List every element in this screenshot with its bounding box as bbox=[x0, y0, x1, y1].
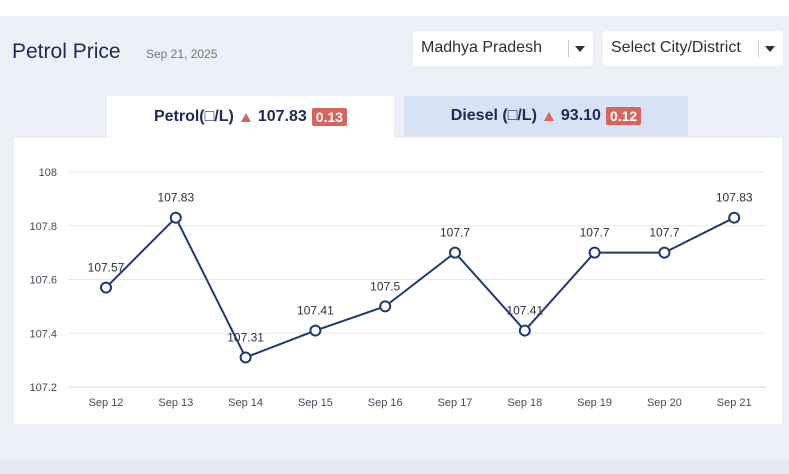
data-label: 107.7 bbox=[649, 226, 679, 240]
tab-diesel-change-badge: 0.12 bbox=[605, 107, 642, 125]
y-tick-label: 108 bbox=[39, 167, 57, 179]
data-point bbox=[728, 211, 741, 224]
state-select-value: Madhya Pradesh bbox=[421, 39, 542, 56]
data-label: 107.7 bbox=[580, 226, 610, 240]
data-point bbox=[658, 246, 671, 259]
x-tick-label: Sep 17 bbox=[438, 397, 473, 409]
y-tick-label: 107.8 bbox=[29, 221, 57, 233]
data-point bbox=[588, 246, 601, 259]
data-point bbox=[239, 351, 252, 364]
data-label: 107.41 bbox=[506, 304, 543, 318]
next-card-edge bbox=[0, 460, 789, 474]
y-tick-label: 107.2 bbox=[29, 382, 57, 394]
x-tick-label: Sep 14 bbox=[228, 397, 263, 409]
price-up-icon bbox=[543, 111, 554, 121]
select-divider bbox=[758, 40, 759, 57]
x-tick-label: Sep 20 bbox=[647, 397, 682, 409]
x-tick-label: Sep 18 bbox=[507, 397, 542, 409]
data-label: 107.83 bbox=[716, 191, 753, 205]
x-tick-label: Sep 12 bbox=[89, 397, 124, 409]
tab-petrol-label: Petrol(□/L) bbox=[153, 108, 234, 125]
chart-panel: 107.2 107.4 107.6 107.8 108 Sep 12 Sep 13 Sep 1… bbox=[14, 138, 782, 424]
data-point bbox=[100, 281, 112, 294]
tab-petrol-price: 107.83 bbox=[257, 108, 307, 125]
state-select[interactable]: Madhya Pradesh bbox=[413, 31, 593, 66]
data-label: 107.31 bbox=[227, 330, 264, 344]
data-label: 107.5 bbox=[370, 279, 400, 293]
price-up-icon bbox=[240, 112, 251, 122]
data-label: 107.41 bbox=[297, 304, 334, 318]
y-tick-label: 107.4 bbox=[29, 328, 57, 340]
data-label: 107.57 bbox=[88, 261, 125, 275]
chevron-down-icon bbox=[575, 46, 585, 52]
tab-petrol[interactable]: Petrol(□/L) 107.83 0.13 bbox=[107, 96, 394, 138]
tab-diesel[interactable]: Diesel (□/L) 93.10 0.12 bbox=[404, 96, 688, 136]
tab-petrol-change-badge: 0.13 bbox=[311, 108, 348, 126]
chevron-down-icon bbox=[765, 46, 775, 52]
select-divider bbox=[568, 40, 569, 57]
price-line-chart: 107.2 107.4 107.6 107.8 108 Sep 12 Sep 13 Sep 1… bbox=[29, 167, 766, 409]
data-point bbox=[379, 300, 392, 313]
top-strip bbox=[0, 0, 789, 16]
data-point bbox=[169, 211, 182, 224]
tab-diesel-label: Diesel (□/L) bbox=[450, 107, 537, 124]
data-point bbox=[518, 324, 531, 337]
page-title: Petrol Price bbox=[12, 40, 121, 63]
x-tick-label: Sep 21 bbox=[717, 397, 752, 409]
y-tick-label: 107.6 bbox=[29, 275, 57, 287]
x-tick-label: Sep 15 bbox=[298, 397, 333, 409]
price-date: Sep 21, 2025 bbox=[146, 47, 218, 61]
data-label: 107.7 bbox=[440, 226, 470, 240]
data-label: 107.83 bbox=[157, 191, 194, 205]
series-line bbox=[105, 216, 735, 359]
x-tick-label: Sep 13 bbox=[158, 397, 193, 409]
city-select[interactable]: Select City/District bbox=[603, 31, 783, 66]
x-tick-label: Sep 16 bbox=[368, 397, 403, 409]
data-point bbox=[449, 246, 461, 259]
x-tick-label: Sep 19 bbox=[577, 397, 612, 409]
city-select-value: Select City/District bbox=[611, 39, 741, 56]
tab-diesel-price: 93.10 bbox=[560, 107, 601, 124]
data-point bbox=[309, 324, 322, 337]
